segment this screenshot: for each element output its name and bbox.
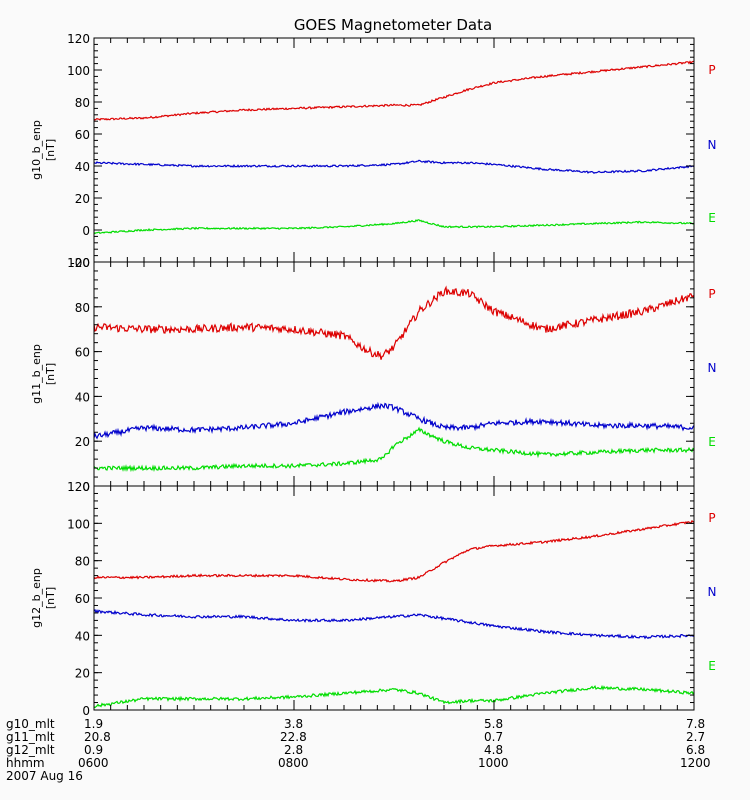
series-line-N-panel-3: [93, 608, 695, 640]
panel-1: P N E -20 0 20 40 60 80 100 120 g10_b_enp [nT]: [30, 32, 716, 270]
y-tick-label: 120: [67, 480, 90, 494]
series-line-P-panel-3: [93, 520, 695, 583]
panel-frame-3: [93, 485, 695, 711]
y-tick-label: -20: [70, 256, 90, 270]
series-line-E-panel-3: [93, 684, 695, 709]
panel-3: P N E 0 20 40 60 80 100 120 g12_b_enp [nT]: [30, 480, 716, 718]
y-tick-label: 0: [82, 480, 90, 494]
y-axis-unit-panel-1: [nT]: [44, 139, 57, 161]
y-tick-label: 20: [75, 435, 90, 449]
series-label-P-panel-1: P: [708, 63, 715, 77]
y-tick-label: 80: [75, 301, 90, 315]
y-tick-label: 80: [75, 96, 90, 110]
y-tick-label: 60: [75, 346, 90, 360]
y-tick-label: 100: [67, 64, 90, 78]
series-label-P-panel-3: P: [708, 511, 715, 525]
series-label-N-panel-1: N: [708, 138, 717, 152]
y-tick-label: 20: [75, 667, 90, 681]
y-tick-label: 60: [75, 128, 90, 142]
y-tick-label: 40: [75, 629, 90, 643]
series-line-E-panel-2: [93, 426, 695, 473]
y-axis-label-panel-3: g12_b_enp: [30, 568, 43, 628]
y-tick-label: 40: [75, 390, 90, 404]
y-tick-label: 0: [82, 704, 90, 718]
y-axis-unit-panel-2: [nT]: [44, 363, 57, 385]
y-tick-label: 40: [75, 160, 90, 174]
series-label-P-panel-2: P: [708, 287, 715, 301]
series-line-N-panel-1: [93, 159, 695, 174]
series-line-P-panel-2: [93, 285, 695, 360]
y-tick-label: 100: [67, 517, 90, 531]
y-tick-label: 60: [75, 592, 90, 606]
series-label-E-panel-1: E: [708, 211, 716, 225]
panel-frame-2: [93, 261, 695, 487]
series-line-E-panel-1: [93, 219, 695, 235]
y-tick-label: 120: [67, 32, 90, 46]
y-axis-label-panel-2: g11_b_enp: [30, 344, 43, 404]
series-label-E-panel-3: E: [708, 659, 716, 673]
series-line-N-panel-2: [93, 401, 695, 440]
y-axis-unit-panel-3: [nT]: [44, 587, 57, 609]
y-axis-label-panel-1: g10_b_enp: [30, 120, 43, 180]
series-line-P-panel-1: [93, 60, 695, 121]
y-tick-label: 0: [82, 224, 90, 238]
panel-2: P N E 0 20 40 60 80 100 g11_b_enp [nT]: [30, 256, 716, 494]
series-label-N-panel-2: N: [708, 361, 717, 375]
chart-title: GOES Magnetometer Data: [294, 16, 492, 34]
y-tick-label: 80: [75, 555, 90, 569]
series-label-E-panel-2: E: [708, 435, 716, 449]
y-tick-label: 20: [75, 192, 90, 206]
y-tick-label: 100: [67, 256, 90, 270]
series-label-N-panel-3: N: [708, 585, 717, 599]
